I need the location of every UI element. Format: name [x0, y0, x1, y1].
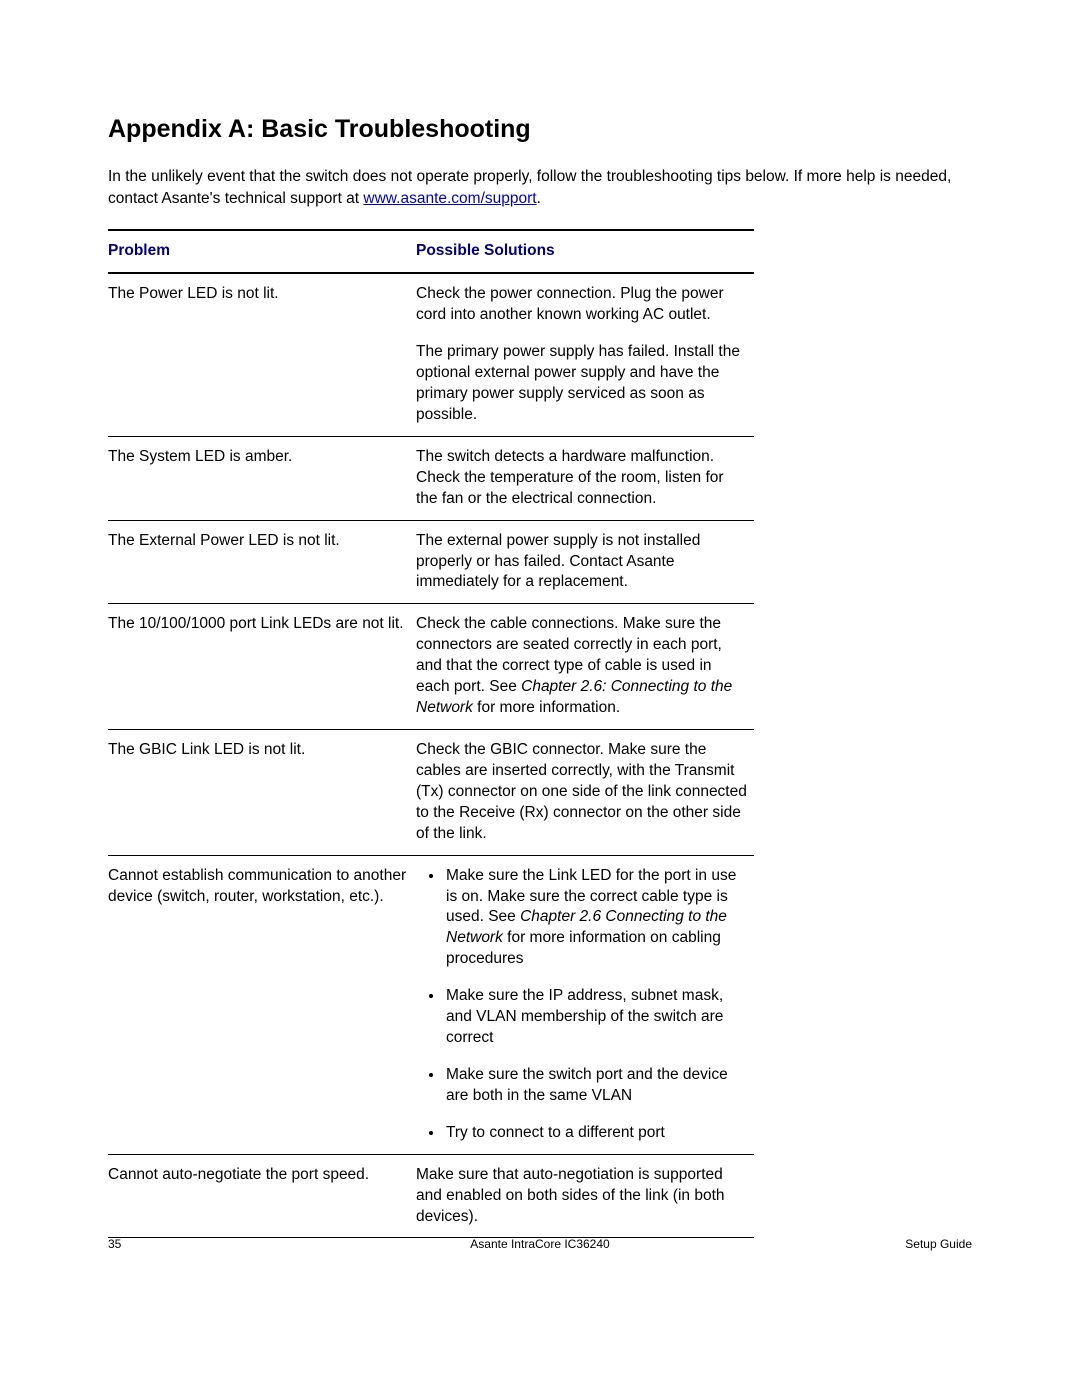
- problem-cell: The GBIC Link LED is not lit.: [108, 729, 416, 855]
- solution-text: Check the power connection. Plug the pow…: [416, 284, 748, 326]
- solution-bullet-list: Make sure the Link LED for the port in u…: [416, 866, 748, 1144]
- solution-text: Check the GBIC connector. Make sure the …: [416, 740, 748, 845]
- solution-cell: Check the GBIC connector. Make sure the …: [416, 729, 754, 855]
- solution-text: Make sure that auto-negotiation is suppo…: [416, 1165, 748, 1228]
- list-item: Make sure the switch port and the device…: [444, 1065, 748, 1107]
- list-item: Make sure the IP address, subnet mask, a…: [444, 986, 748, 1049]
- table-row: The Power LED is not lit. Check the powe…: [108, 273, 754, 436]
- solution-cell: Make sure the Link LED for the port in u…: [416, 855, 754, 1154]
- solution-text: The switch detects a hardware malfunctio…: [416, 447, 748, 510]
- column-header-problem: Problem: [108, 230, 416, 273]
- solution-cell: Make sure that auto-negotiation is suppo…: [416, 1154, 754, 1238]
- problem-cell: The Power LED is not lit.: [108, 273, 416, 436]
- solution-text-part: for more information.: [473, 699, 620, 716]
- problem-cell: The System LED is amber.: [108, 436, 416, 520]
- solution-text: Check the cable connections. Make sure t…: [416, 614, 748, 719]
- problem-cell: The 10/100/1000 port Link LEDs are not l…: [108, 604, 416, 730]
- page-title: Appendix A: Basic Troubleshooting: [108, 115, 972, 144]
- problem-cell: The External Power LED is not lit.: [108, 520, 416, 604]
- solution-cell: Check the power connection. Plug the pow…: [416, 273, 754, 436]
- list-item: Make sure the Link LED for the port in u…: [444, 866, 748, 971]
- solution-cell: The external power supply is not install…: [416, 520, 754, 604]
- footer-center-text: Asante IntraCore IC36240: [108, 1237, 972, 1251]
- troubleshooting-table: Problem Possible Solutions The Power LED…: [108, 229, 754, 1238]
- solution-text: The primary power supply has failed. Ins…: [416, 342, 748, 426]
- column-header-solutions: Possible Solutions: [416, 230, 754, 273]
- list-item: Try to connect to a different port: [444, 1123, 748, 1144]
- support-link[interactable]: www.asante.com/support: [363, 190, 536, 207]
- intro-paragraph: In the unlikely event that the switch do…: [108, 166, 972, 209]
- table-row: The GBIC Link LED is not lit. Check the …: [108, 729, 754, 855]
- solution-text: The external power supply is not install…: [416, 531, 748, 594]
- footer-right-text: Setup Guide: [905, 1237, 972, 1251]
- solution-cell: The switch detects a hardware malfunctio…: [416, 436, 754, 520]
- intro-text-after: .: [537, 190, 541, 207]
- solution-cell: Check the cable connections. Make sure t…: [416, 604, 754, 730]
- table-row: Cannot establish communication to anothe…: [108, 855, 754, 1154]
- problem-cell: Cannot auto-negotiate the port speed.: [108, 1154, 416, 1238]
- table-row: The External Power LED is not lit. The e…: [108, 520, 754, 604]
- table-row: The 10/100/1000 port Link LEDs are not l…: [108, 604, 754, 730]
- problem-cell: Cannot establish communication to anothe…: [108, 855, 416, 1154]
- table-row: Cannot auto-negotiate the port speed. Ma…: [108, 1154, 754, 1238]
- table-row: The System LED is amber. The switch dete…: [108, 436, 754, 520]
